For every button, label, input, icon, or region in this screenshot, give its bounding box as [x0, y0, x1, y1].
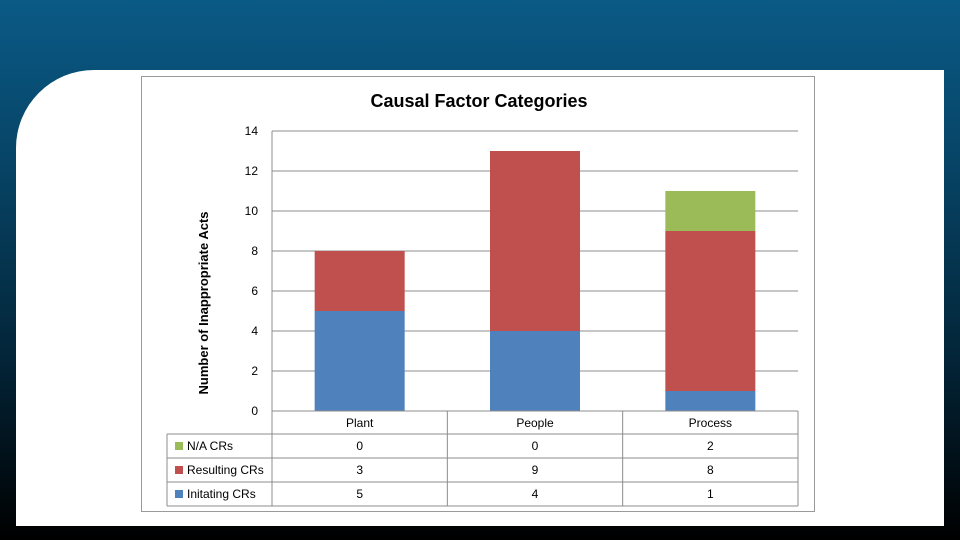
- legend-series-name: Initating CRs: [187, 487, 256, 501]
- data-table: Plant People Process N/A CRs 0 0 2 Resulting CR…: [166, 410, 799, 507]
- table-value: 3: [356, 463, 363, 477]
- bar-segment: [314, 311, 405, 411]
- legend-series-name: N/A CRs: [187, 439, 233, 453]
- legend-series-name: Resulting CRs: [187, 463, 264, 477]
- table-value: 2: [707, 439, 714, 453]
- table-value: 8: [707, 463, 714, 477]
- table-value: 0: [356, 439, 363, 453]
- chart-title: Causal Factor Categories: [370, 91, 587, 111]
- y-tick-label: 14: [245, 124, 259, 138]
- table-value: 1: [707, 487, 714, 501]
- y-tick-label: 6: [251, 284, 258, 298]
- x-category-label: Plant: [346, 416, 374, 430]
- y-tick-label: 10: [245, 204, 259, 218]
- table-value: 0: [532, 439, 539, 453]
- legend-key: [175, 442, 183, 450]
- x-category-label: People: [516, 416, 554, 430]
- y-tick-label: 8: [251, 244, 258, 258]
- legend-key: [175, 466, 183, 474]
- bar-segment: [314, 251, 405, 311]
- x-category-label: Process: [689, 416, 732, 430]
- y-axis-label: Number of Inappropriate Acts: [196, 212, 211, 395]
- y-tick-label: 12: [245, 164, 259, 178]
- table-value: 5: [356, 487, 363, 501]
- chart-frame: Causal Factor Categories Number of Inapp…: [141, 76, 815, 512]
- bar-segment: [490, 151, 580, 331]
- bar-segment: [665, 391, 756, 411]
- bar-segment: [665, 231, 756, 391]
- bars: [314, 151, 756, 411]
- y-tick-label: 4: [251, 324, 258, 338]
- table-value: 9: [532, 463, 539, 477]
- bar-segment: [665, 191, 756, 231]
- bar-segment: [490, 331, 580, 411]
- table-value: 4: [532, 487, 539, 501]
- legend-key: [175, 490, 183, 498]
- y-tick-label: 2: [251, 364, 258, 378]
- y-tick-label: 0: [251, 404, 258, 418]
- stacked-bar-chart: Causal Factor Categories Number of Inapp…: [166, 91, 799, 507]
